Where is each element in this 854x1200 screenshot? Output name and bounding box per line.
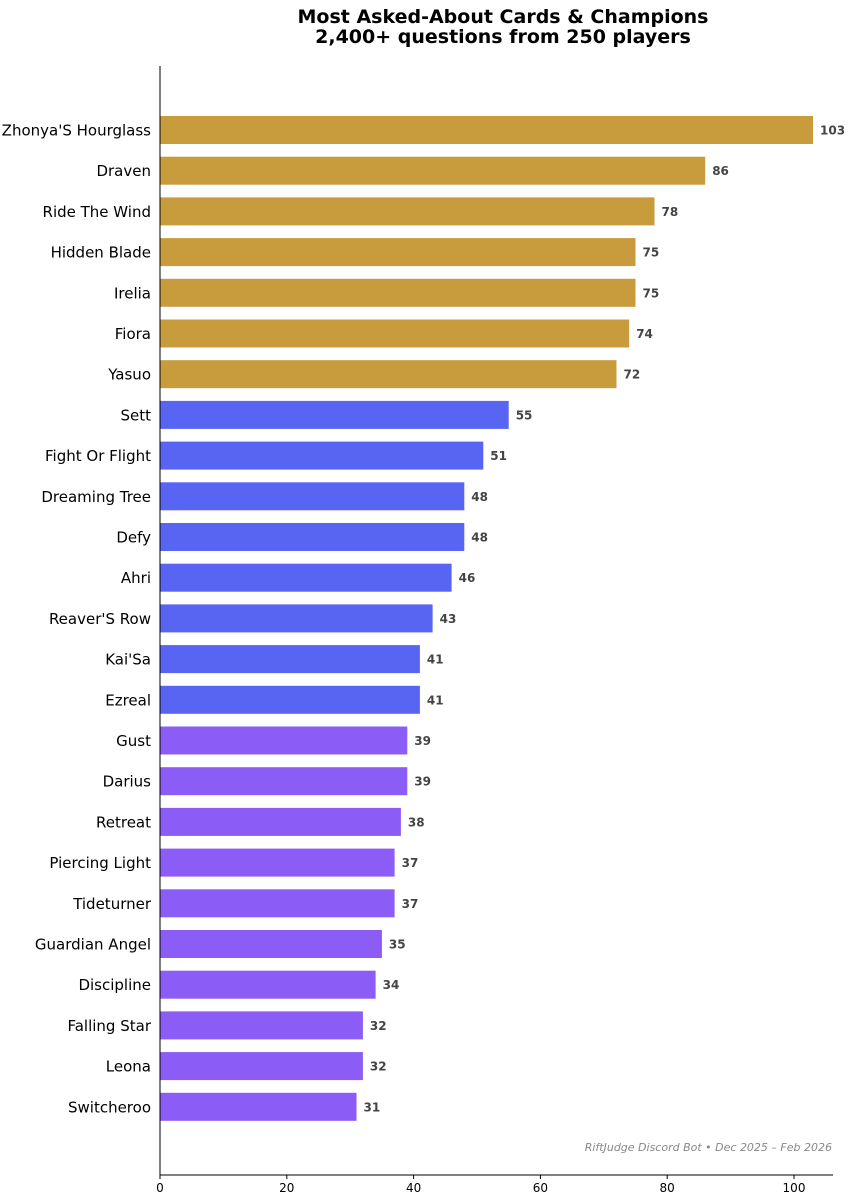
x-tick-label: 40	[406, 1181, 421, 1195]
value-label: 43	[440, 612, 457, 626]
value-label: 41	[427, 693, 444, 707]
bar	[160, 197, 655, 226]
bar	[160, 848, 395, 877]
category-label: Hidden Blade	[51, 244, 151, 262]
value-label: 35	[389, 938, 406, 952]
category-label: Piercing Light	[49, 854, 151, 872]
category-label: Dreaming Tree	[41, 488, 151, 506]
x-tick-label: 80	[660, 1181, 675, 1195]
value-label: 103	[820, 124, 845, 138]
category-label: Ahri	[121, 569, 151, 587]
bar	[160, 970, 376, 999]
value-label: 37	[402, 856, 419, 870]
bar	[160, 645, 420, 674]
category-label: Defy	[116, 529, 151, 547]
value-label: 75	[643, 286, 660, 300]
bar	[160, 116, 813, 144]
value-label: 38	[408, 815, 425, 829]
category-label: Leona	[106, 1058, 151, 1076]
value-label: 51	[490, 449, 507, 463]
value-label: 48	[471, 531, 488, 545]
category-label: Darius	[103, 773, 152, 791]
category-label: Ride The Wind	[43, 203, 151, 221]
value-label: 41	[427, 653, 444, 667]
category-label: Draven	[96, 162, 151, 180]
x-tick-label: 100	[783, 1181, 806, 1195]
category-label: Fiora	[115, 325, 151, 343]
category-label: Sett	[120, 406, 151, 424]
x-tick-label: 20	[279, 1181, 294, 1195]
bar	[160, 1011, 363, 1040]
value-label: 37	[402, 897, 419, 911]
value-label: 74	[636, 327, 653, 341]
value-label: 78	[662, 205, 679, 219]
bar	[160, 319, 630, 348]
x-tick-label: 60	[533, 1181, 548, 1195]
bar	[160, 604, 433, 633]
category-label: Kai'Sa	[105, 651, 151, 669]
bar	[160, 807, 401, 836]
bar	[160, 726, 408, 755]
chart-subtitle: 2,400+ questions from 250 players	[315, 26, 691, 48]
category-label: Discipline	[78, 976, 151, 994]
bar	[160, 930, 382, 958]
category-label: Retreat	[96, 813, 151, 831]
value-label: 86	[712, 164, 729, 178]
value-label: 34	[383, 978, 400, 992]
bar	[160, 889, 395, 918]
category-label: Guardian Angel	[35, 936, 151, 954]
value-label: 39	[414, 775, 431, 789]
bar	[160, 563, 452, 592]
category-label: Falling Star	[67, 1017, 151, 1035]
bar	[160, 482, 465, 511]
bar	[160, 156, 706, 185]
category-label: Switcheroo	[68, 1098, 151, 1116]
bar	[160, 238, 636, 267]
value-label: 31	[364, 1100, 381, 1114]
bar	[160, 523, 465, 551]
bar	[160, 767, 408, 796]
bar	[160, 400, 509, 429]
value-label: 75	[643, 246, 660, 260]
category-label: Ezreal	[105, 691, 151, 709]
category-label: Yasuo	[107, 366, 151, 384]
category-label: Reaver'S Row	[49, 610, 151, 628]
value-label: 72	[624, 368, 641, 382]
bar	[160, 278, 636, 307]
value-label: 32	[370, 1060, 387, 1074]
value-label: 48	[471, 490, 488, 504]
category-label: Irelia	[114, 284, 151, 302]
category-label: Zhonya'S Hourglass	[2, 122, 152, 140]
category-label: Fight Or Flight	[45, 447, 151, 465]
value-label: 39	[414, 734, 431, 748]
x-tick-label: 0	[156, 1181, 164, 1195]
bar	[160, 685, 420, 714]
bar	[160, 441, 484, 470]
category-label: Gust	[116, 732, 151, 750]
bar	[160, 1052, 363, 1081]
category-labels: Zhonya'S Hourglass Draven Ride The Wind Hid…	[2, 122, 152, 1117]
category-label: Tideturner	[72, 895, 152, 913]
footnote: RiftJudge Discord Bot • Dec 2025 – Feb 2…	[585, 1141, 832, 1154]
bar	[160, 1092, 357, 1121]
bar	[160, 360, 617, 389]
bars-group	[160, 116, 813, 1121]
chart-title: Most Asked-About Cards & Champions	[298, 6, 709, 28]
value-label: 55	[516, 408, 533, 422]
x-axis-ticks: 0 20 40 60 80 100	[156, 1175, 805, 1195]
value-label: 46	[459, 571, 476, 585]
value-label: 32	[370, 1019, 387, 1033]
value-labels: 103 86 78 75 75 74 72 55 51 48 48 46 43 41 41 39 39 38 37 3…	[364, 124, 846, 1115]
